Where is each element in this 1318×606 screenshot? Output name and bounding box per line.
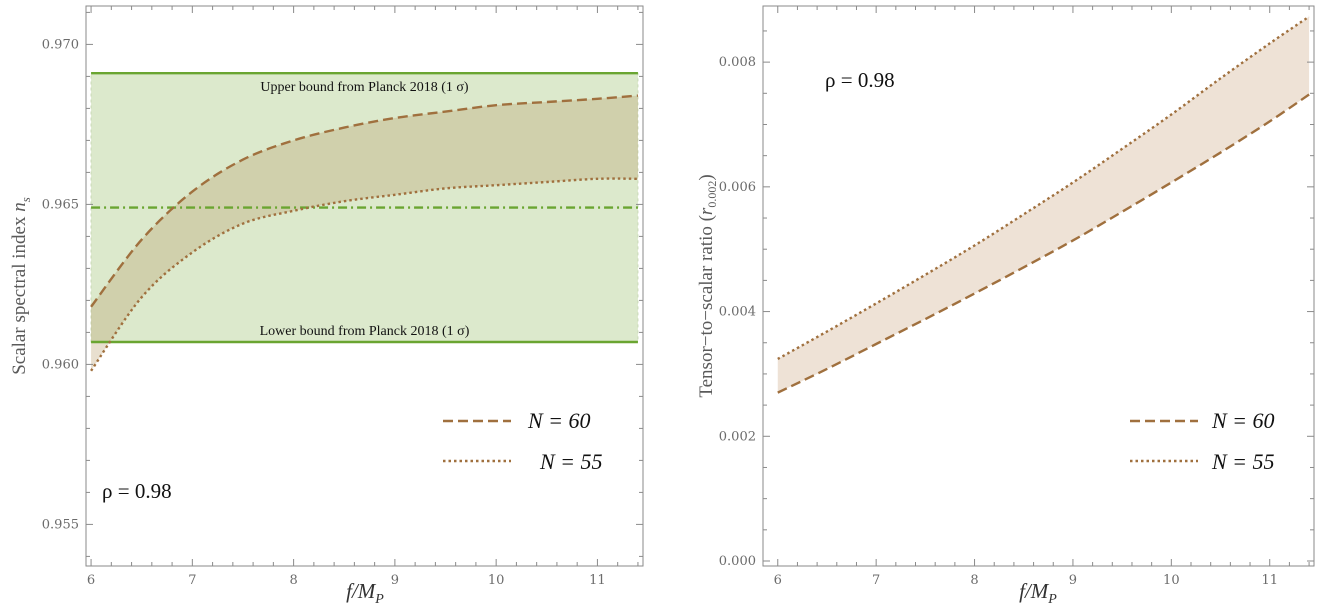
ns-x-tick-label: 6 — [87, 573, 95, 588]
ns-x-axis-title: f/MP — [346, 579, 384, 606]
ns-x-tick-label: 9 — [391, 573, 399, 588]
r-x-tick-label: 8 — [970, 573, 978, 588]
ns-x-tick-label: 7 — [188, 573, 196, 588]
series-line-n60 — [90, 94, 639, 308]
r-series-line-n60 — [777, 93, 1310, 394]
series-line-n55 — [90, 177, 638, 372]
r-x-axis-title: f/MP — [1019, 579, 1057, 606]
ns-shaded-band — [91, 95, 638, 371]
r-y-tick-label: 0.006 — [719, 180, 756, 195]
ns-y-axis-title: Scalar spectral index ns — [9, 197, 33, 375]
ns-y-tick-label: 0.970 — [42, 37, 79, 52]
r-y-tick-label: 0.002 — [719, 429, 756, 444]
r-y-tick-label: 0.000 — [719, 554, 756, 569]
rho-annotation-right: ρ = 0.98 — [825, 68, 895, 92]
ns-y-tick-label: 0.955 — [42, 517, 79, 532]
lower-bound-label: Lower bound from Planck 2018 (1 σ) — [260, 324, 470, 339]
r-x-tick-label: 10 — [1163, 573, 1180, 588]
r-x-tick-label: 6 — [774, 573, 782, 588]
r-y-tick-label: 0.004 — [719, 305, 756, 320]
ns-panel: Upper bound from Planck 2018 (1 σ) Lower… — [9, 5, 644, 606]
ns-axis-ticks: 6 7 8 9 10 11 0.955 0.960 0.965 0.970 — [42, 6, 643, 588]
legend-label-n55: N = 55 — [539, 449, 603, 474]
r-panel: 6 7 8 9 10 11 0.000 0.002 0.004 0.006 0.008 Tensor… — [696, 5, 1315, 606]
r-y-tick-label: 0.008 — [719, 55, 756, 70]
ns-y-tick-label: 0.965 — [42, 197, 79, 212]
r-x-tick-label: 9 — [1069, 573, 1077, 588]
r-shaded-band — [777, 16, 1310, 393]
r-legend-label-n55: N = 55 — [1211, 449, 1275, 474]
legend-label-n60: N = 60 — [527, 408, 591, 433]
r-axis-ticks: 6 7 8 9 10 11 0.000 0.002 0.004 0.006 0.008 — [719, 6, 1314, 588]
ns-x-tick-label: 8 — [289, 573, 297, 588]
rho-annotation-left: ρ = 0.98 — [102, 479, 172, 503]
r-x-tick-label: 11 — [1261, 573, 1278, 588]
ns-x-tick-label: 11 — [589, 573, 606, 588]
upper-bound-label: Upper bound from Planck 2018 (1 σ) — [260, 80, 469, 95]
ns-y-tick-label: 0.960 — [42, 357, 79, 372]
ns-x-tick-label: 10 — [488, 573, 505, 588]
r-x-tick-label: 7 — [872, 573, 880, 588]
r-y-axis-title: Tensor−to−scalar ratio (r0.002) — [696, 174, 719, 397]
r-series-line-n55 — [777, 15, 1310, 361]
r-legend-label-n60: N = 60 — [1211, 408, 1275, 433]
